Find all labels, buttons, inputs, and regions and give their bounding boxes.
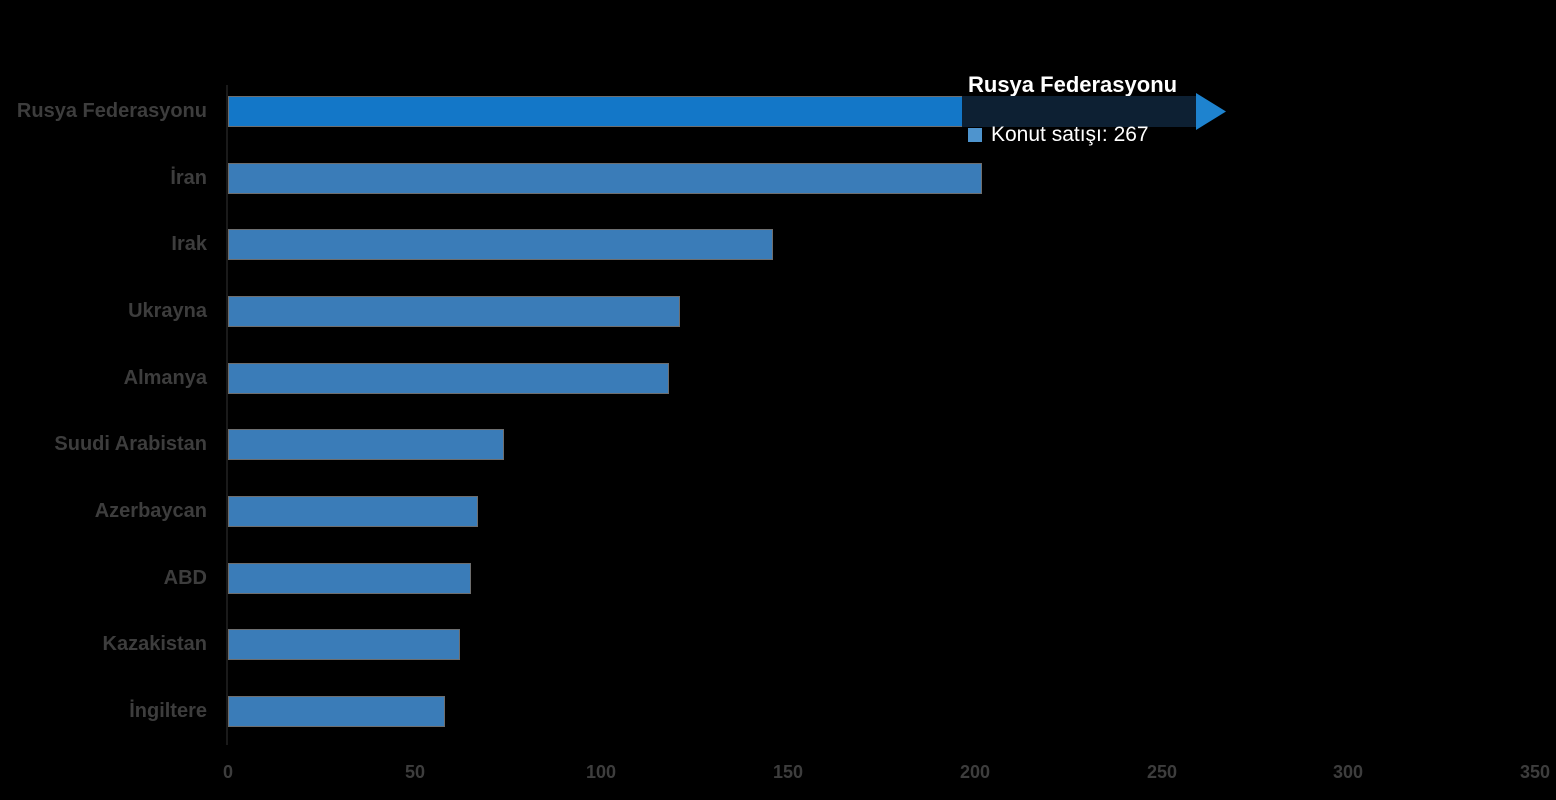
x-tick-label: 300	[1332, 762, 1364, 782]
bar[interactable]	[228, 229, 773, 260]
x-tick-label: 0	[222, 762, 233, 782]
bar[interactable]	[228, 629, 460, 660]
category-label: ABD	[163, 567, 207, 589]
category-label: İngiltere	[129, 700, 207, 722]
category-label: Ukrayna	[128, 300, 207, 322]
legend-swatch-icon	[968, 128, 982, 142]
bar[interactable]	[228, 496, 478, 527]
category-label: İran	[170, 167, 207, 189]
category-label: Azerbaycan	[94, 500, 207, 522]
bar[interactable]	[228, 696, 445, 727]
x-tick-label: 100	[585, 762, 617, 782]
x-tick-label: 250	[1146, 762, 1178, 782]
x-tick-label: 150	[772, 762, 804, 782]
x-tick-label: 350	[1519, 762, 1551, 782]
bar[interactable]	[228, 96, 1196, 127]
bar[interactable]	[228, 296, 680, 327]
bar[interactable]	[228, 429, 504, 460]
category-label: Rusya Federasyonu	[16, 100, 207, 122]
category-label: Irak	[171, 233, 207, 255]
category-label: Kazakistan	[102, 633, 208, 655]
y-axis-line	[226, 85, 228, 745]
bar[interactable]	[228, 163, 982, 194]
tooltip-title: Rusya Federasyonu	[968, 72, 1178, 97]
x-tick-label: 50	[404, 762, 426, 782]
bar[interactable]	[228, 363, 669, 394]
category-label: Suudi Arabistan	[54, 433, 207, 455]
bar[interactable]	[228, 563, 471, 594]
category-label: Almanya	[123, 367, 207, 389]
x-tick-label: 200	[959, 762, 991, 782]
tooltip-arrow-icon	[1196, 93, 1226, 130]
